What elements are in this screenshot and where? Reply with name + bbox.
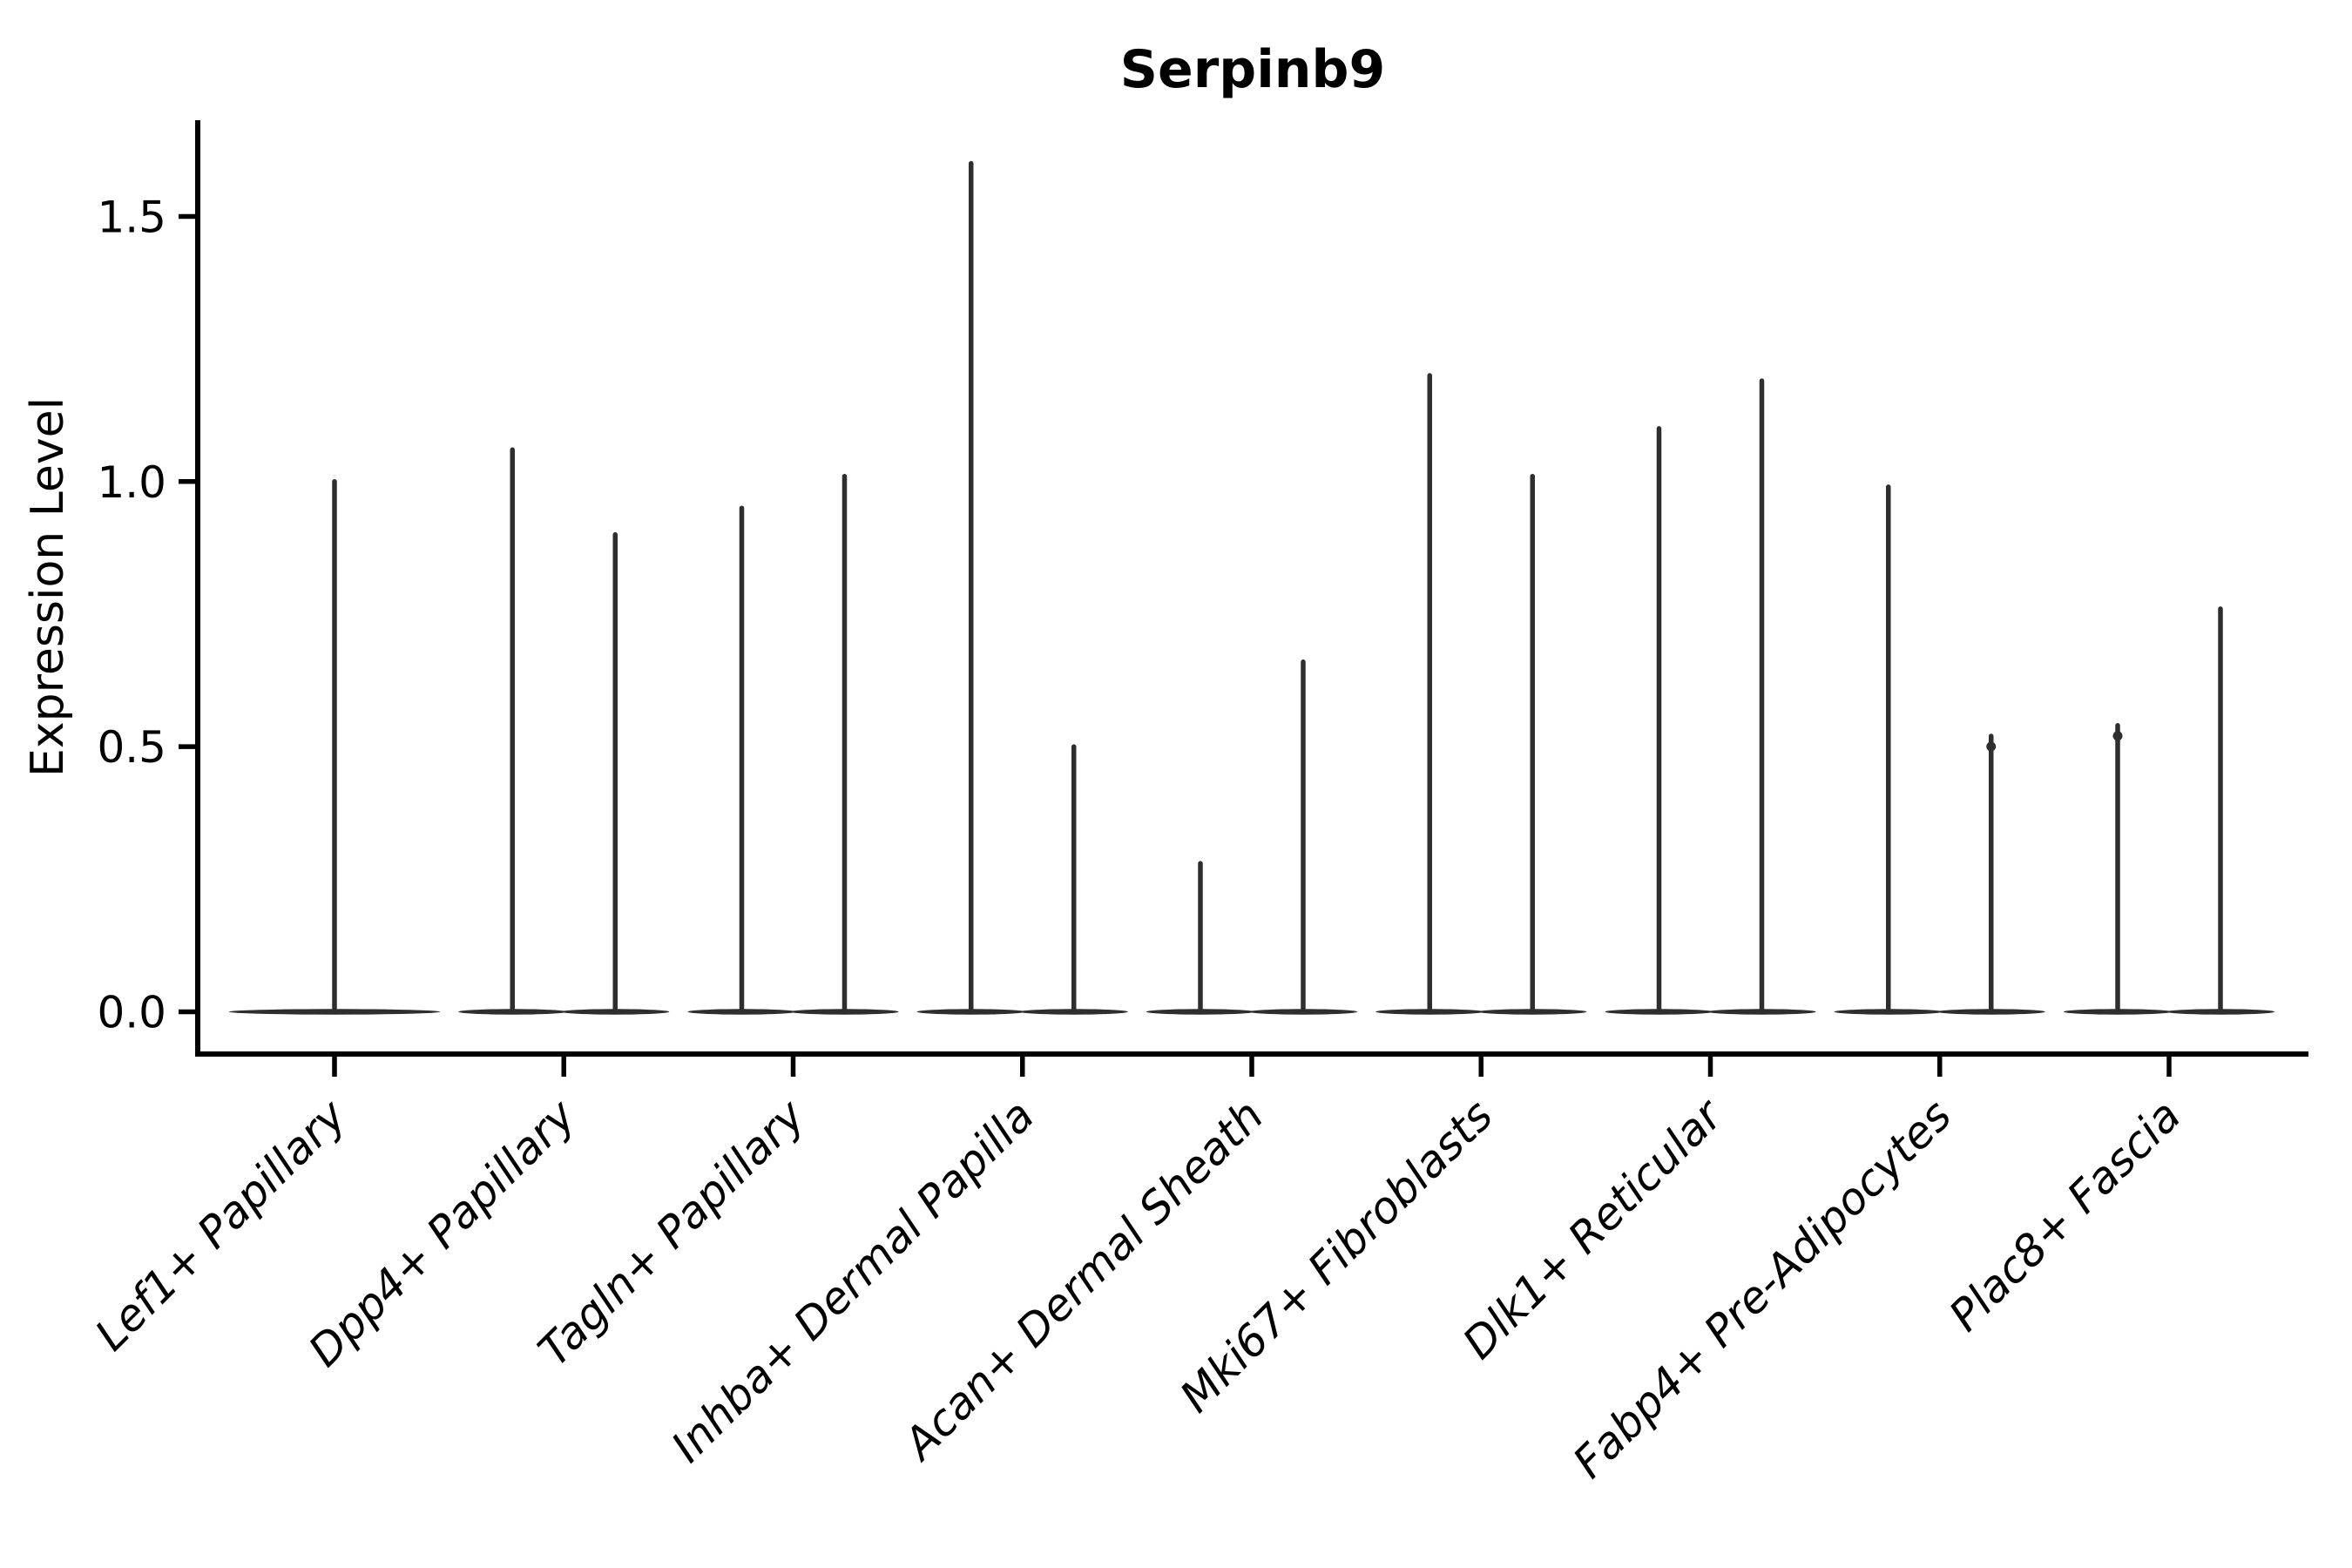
chart-title: Serpinb9: [1120, 39, 1385, 100]
y-tick-label: 1.0: [97, 457, 166, 508]
axes: 0.0 0.5 1.0 1.5: [97, 120, 2308, 1077]
y-axis-label: Expression Level: [22, 397, 74, 777]
x-tick-label: Lef1+ Papillary: [85, 1089, 356, 1360]
y-tick-label: 0.5: [97, 722, 166, 773]
y-tick-label: 0.0: [97, 988, 166, 1038]
violins: [229, 160, 2274, 1015]
violin-tip-dot: [2112, 731, 2123, 741]
y-tick-label: 1.5: [97, 192, 166, 242]
x-tick-label: Plac8+ Fascia: [1940, 1090, 2191, 1341]
violin-tip-dot: [1986, 741, 1997, 752]
x-tick-label: Acan+ Dermal Sheath: [893, 1090, 1274, 1470]
x-tick-label: Fabp4+ Pre-Adipocytes: [1564, 1090, 1962, 1488]
x-tick-label: Inhba+ Dermal Papilla: [662, 1090, 1044, 1471]
axis-spines: [195, 120, 2308, 1057]
